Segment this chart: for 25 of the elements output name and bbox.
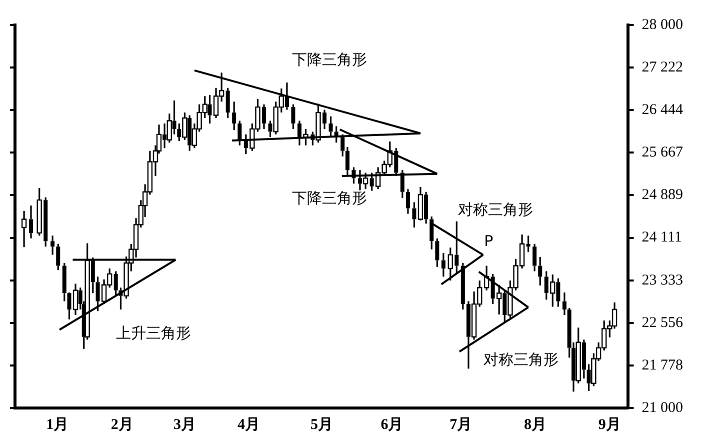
y-tick-label: 22 556 — [642, 314, 684, 331]
x-tick-label: 5月 — [310, 416, 333, 433]
annotation: P — [484, 232, 494, 250]
y-tick-label: 21 778 — [642, 357, 683, 374]
x-tick-label: 4月 — [237, 416, 260, 433]
x-tick-label: 9月 — [598, 416, 621, 433]
annotation: 上升三角形 — [116, 324, 191, 342]
annotation: 下降三角形 — [292, 188, 367, 207]
x-tick-label: 7月 — [450, 416, 472, 433]
y-tick-label: 27 222 — [642, 60, 683, 76]
y-tick-label: 24 111 — [642, 230, 682, 246]
x-tick-label: 1月 — [46, 416, 69, 433]
y-tick-label: 25 667 — [642, 144, 684, 161]
x-tick-label: 8月 — [524, 416, 546, 433]
y-tick-label: 24 889 — [642, 187, 683, 204]
x-tick-label: 6月 — [380, 416, 404, 433]
y-tick-label: 23 333 — [642, 272, 683, 288]
x-tick-label: 2月 — [110, 416, 134, 433]
annotation: 下降三角形 — [292, 50, 367, 69]
annotation: 对称三角形 — [484, 350, 559, 368]
x-tick-label: 3月 — [173, 416, 196, 433]
y-tick-label: 28 000 — [642, 16, 683, 33]
y-tick-label: 21 000 — [642, 400, 683, 416]
y-tick-label: 26 444 — [642, 102, 684, 118]
annotation: 对称三角形 — [458, 200, 533, 218]
